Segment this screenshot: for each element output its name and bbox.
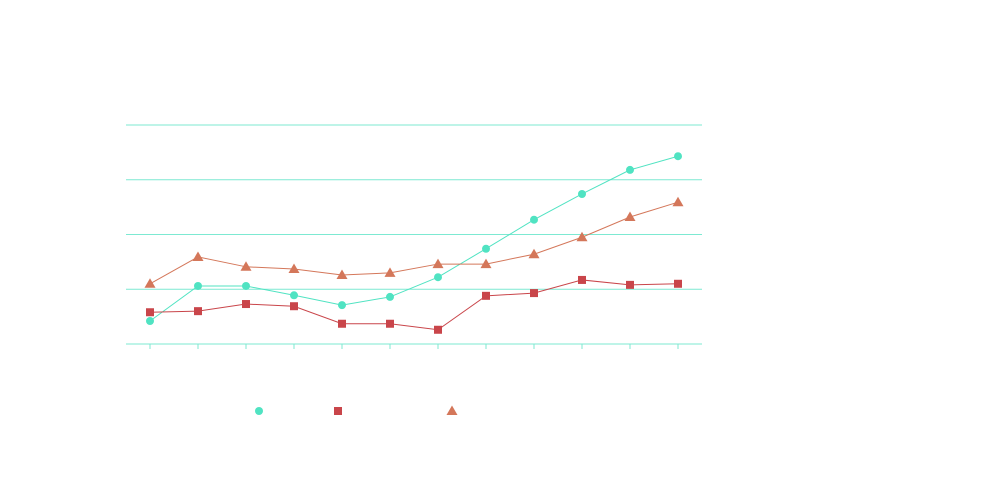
data-point bbox=[146, 308, 154, 317]
series-line bbox=[149, 279, 679, 331]
data-point bbox=[674, 279, 682, 288]
legend-marker bbox=[446, 405, 458, 415]
legend-marker bbox=[334, 407, 342, 415]
data-point bbox=[672, 196, 684, 207]
series-line bbox=[149, 201, 679, 285]
data-point bbox=[624, 211, 636, 221]
data-point bbox=[146, 317, 154, 326]
data-point bbox=[386, 292, 394, 301]
data-point bbox=[530, 215, 538, 224]
data-point bbox=[338, 319, 346, 328]
data-point bbox=[576, 231, 588, 242]
data-point bbox=[144, 278, 156, 288]
data-point bbox=[336, 269, 348, 280]
data-point bbox=[384, 267, 396, 277]
data-point bbox=[434, 325, 442, 334]
series-line bbox=[149, 155, 679, 322]
data-point bbox=[242, 281, 250, 290]
data-point bbox=[288, 263, 300, 273]
data-point bbox=[626, 165, 634, 174]
data-point bbox=[626, 280, 634, 289]
data-point bbox=[290, 302, 298, 311]
data-point bbox=[434, 273, 442, 282]
data-point bbox=[194, 307, 202, 316]
data-point bbox=[386, 319, 394, 328]
data-point bbox=[194, 281, 202, 290]
data-point bbox=[530, 289, 538, 298]
data-point bbox=[578, 275, 586, 284]
data-point bbox=[192, 251, 204, 261]
data-point bbox=[240, 261, 252, 271]
data-point bbox=[242, 300, 250, 309]
data-point bbox=[480, 258, 492, 269]
data-point bbox=[482, 291, 490, 300]
data-point bbox=[674, 152, 682, 161]
data-point bbox=[578, 189, 586, 198]
data-point bbox=[338, 301, 346, 310]
data-point bbox=[290, 291, 298, 300]
data-point bbox=[528, 248, 540, 259]
data-point bbox=[482, 244, 490, 253]
data-point bbox=[432, 258, 444, 269]
legend-marker bbox=[255, 407, 263, 415]
